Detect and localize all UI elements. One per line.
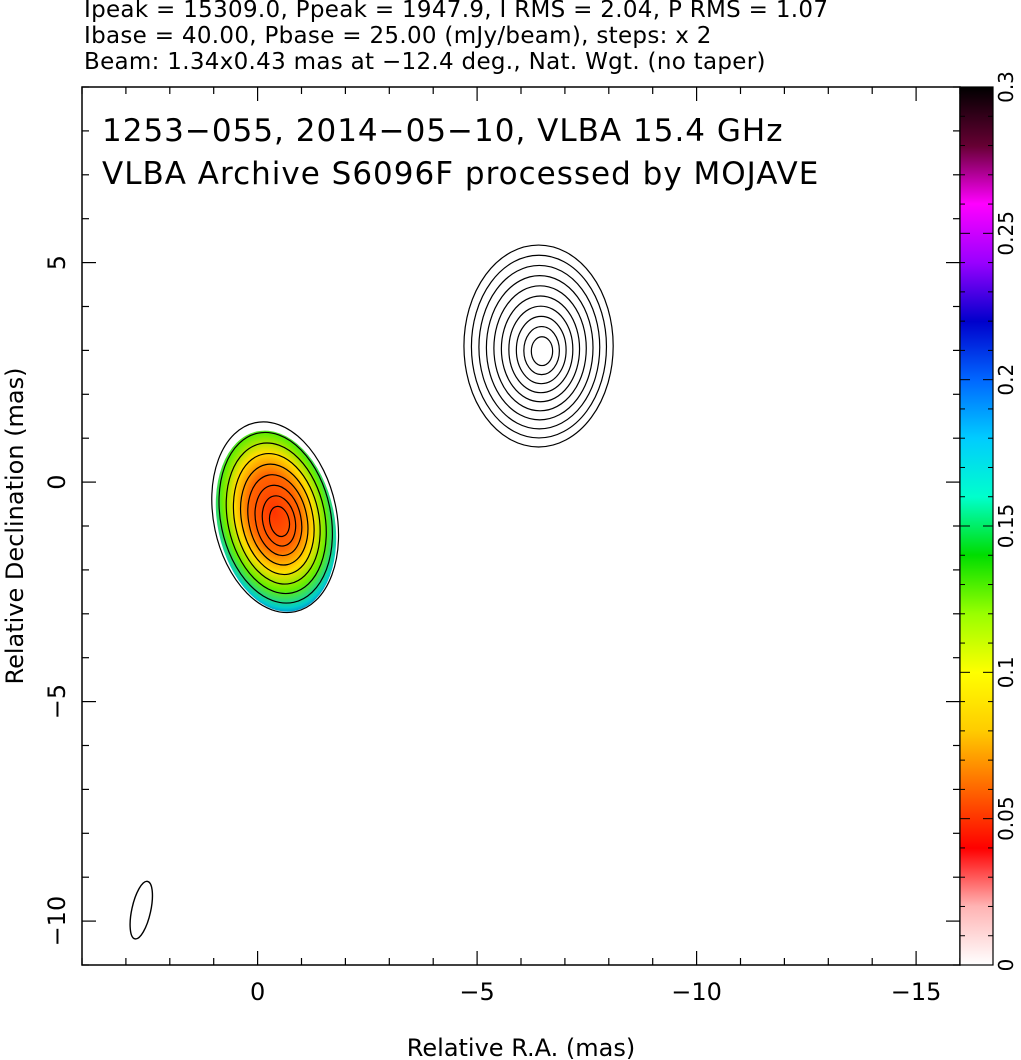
colorbar-tick-label: 0.2 [994,364,1018,396]
core-contour [268,505,291,538]
chart-title: 1253−055, 2014−05−10, VLBA 15.4 GHz [102,113,783,149]
header-stats-line: Ipeak = 15309.0, Ppeak = 1947.9, I RMS =… [84,0,829,23]
colorbar-tick-label: 0.15 [994,504,1018,549]
core-contour [225,442,327,595]
x-tick-label: 0 [250,978,265,1006]
colorbar-tick-label: 0.1 [994,656,1018,688]
core-contour [240,463,315,576]
axis-ticks: 0 −5 −10 −15 −10 −5 0 5 [43,86,961,1006]
x-tick-label: −15 [891,978,942,1006]
core-contour [211,421,340,614]
colorbar-tick-label: 0.25 [994,211,1018,256]
y-axis-label: Relative Declination (mas) [1,367,29,684]
header-beam-line: Beam: 1.34x0.43 mas at −12.4 deg., Nat. … [84,49,766,75]
header-levels-line: Ibase = 40.00, Pbase = 25.00 (mJy/beam),… [84,23,712,49]
jet-contour [485,275,594,421]
colorbar-tick-label: 0.05 [994,796,1018,841]
chart-subtitle: VLBA Archive S6096F processed by MOJAVE [102,156,819,192]
polarization-patch [215,430,337,612]
jet-contour [530,336,554,367]
x-tick-label: −5 [459,978,494,1006]
polarization-image-layer [215,430,337,612]
colorbar: 0 0.05 0.1 0.15 0.2 0.25 0.3 [959,71,1018,972]
jet-contour [470,254,608,439]
jet-contour [493,285,587,412]
jet-contour [523,325,560,376]
core-contour [254,484,303,557]
core-contour [218,431,334,604]
beam-ellipse [129,880,154,940]
jet-contour [478,264,601,430]
x-axis-label: Relative R.A. (mas) [407,1034,635,1060]
core-contour [247,474,309,566]
core-contour [232,452,321,585]
core-contour [261,495,297,547]
y-tick-label: −5 [43,684,71,719]
x-tick-label: −10 [671,978,722,1006]
colorbar-tick-label: 0.3 [994,71,1018,103]
contour-layer [129,244,614,940]
y-tick-label: 5 [43,255,71,270]
y-tick-label: −10 [43,896,71,947]
jet-contour [463,244,614,448]
jet-contour [500,295,581,403]
colorbar-tick-label: 0 [994,959,1018,972]
y-tick-label: 0 [43,474,71,489]
jet-contour [515,315,567,385]
jet-contour [508,305,574,394]
